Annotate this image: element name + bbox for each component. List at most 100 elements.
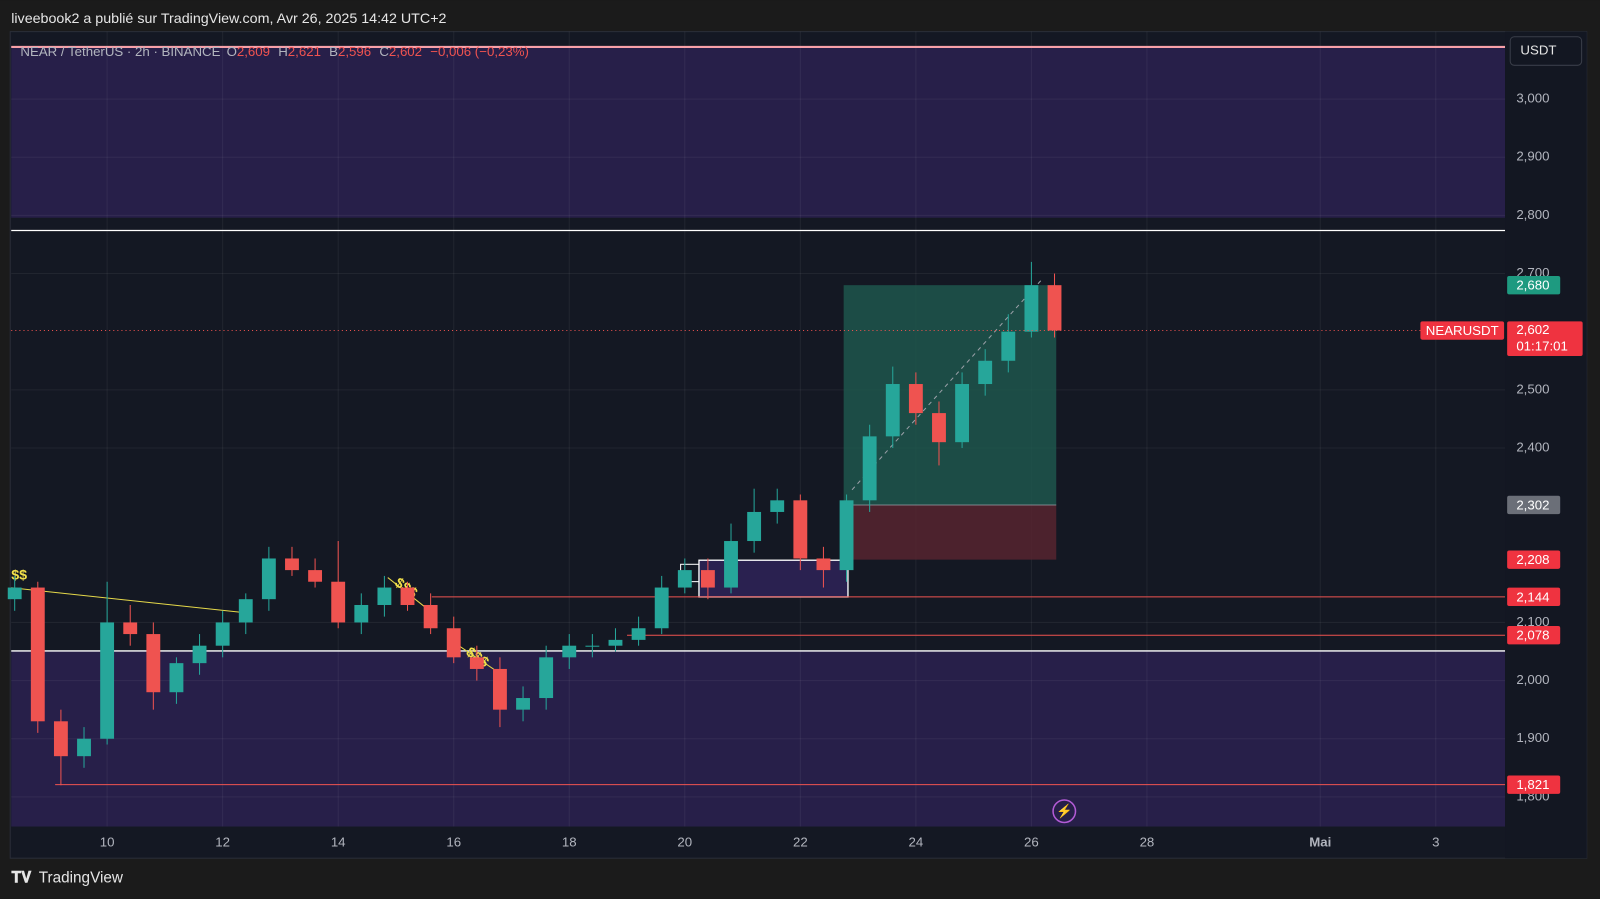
candle-body <box>469 657 484 669</box>
y-tick-label: 2,000 <box>1516 672 1549 687</box>
price-tag <box>1507 626 1561 645</box>
candle-body <box>123 622 138 635</box>
x-tick-label: 14 <box>331 834 346 849</box>
candle-body <box>700 570 715 588</box>
candle-body <box>862 436 877 501</box>
price-tag <box>1507 495 1561 515</box>
candle-body <box>932 413 946 443</box>
candle-body <box>400 587 415 605</box>
candle-body <box>631 628 646 640</box>
y-tick-label: 2,900 <box>1516 149 1549 164</box>
y-tick-label: 2,800 <box>1516 207 1549 222</box>
brand: TradingView <box>39 870 124 887</box>
candle-body <box>146 634 161 693</box>
dashed-path <box>851 280 1042 491</box>
y-tick-label: 1,900 <box>1516 730 1549 745</box>
y-tick-label: 3,000 <box>1516 91 1549 106</box>
price-tag <box>1507 587 1561 607</box>
candle-body <box>885 384 900 437</box>
ohlc-value: 2,602 <box>389 44 422 59</box>
candle-body <box>215 622 230 646</box>
annotation: $$ <box>11 567 27 583</box>
candle-body <box>446 628 461 658</box>
ohlc-key: O <box>227 44 237 59</box>
candle-body <box>677 570 692 588</box>
ohlc-key: H <box>278 44 288 59</box>
currency-box[interactable] <box>1509 36 1583 66</box>
price-tag-label: 2,208 <box>1516 552 1549 567</box>
last-price-tag <box>1507 321 1583 357</box>
x-tick-label: 26 <box>1024 834 1039 849</box>
candle-body <box>354 604 369 623</box>
candle-body <box>516 698 530 710</box>
zone <box>11 650 1506 827</box>
symbol: NEAR / TetherUS · 2h · BINANCE <box>20 44 220 59</box>
candle-body <box>493 668 507 710</box>
price-tag-label: 1,821 <box>1516 777 1549 792</box>
x-tick-label: Mai <box>1309 834 1331 849</box>
x-tick-label: 16 <box>446 834 461 849</box>
price-tag-label: 2,680 <box>1516 278 1549 293</box>
ohlc-key: C <box>379 44 389 59</box>
x-tick-label: 12 <box>215 834 230 849</box>
candle-body <box>1001 331 1016 361</box>
candle-body <box>1024 285 1039 332</box>
price-tag-label: 2,302 <box>1516 497 1549 512</box>
candle-body <box>747 511 762 542</box>
candle-body <box>100 622 115 739</box>
candle-body <box>608 639 623 646</box>
candle-body <box>53 721 68 757</box>
candle-body <box>839 500 854 571</box>
price-tag <box>1507 550 1561 569</box>
ohlc-value: 2,621 <box>288 44 321 59</box>
price-axis <box>1505 31 1587 859</box>
candle-body <box>261 558 276 600</box>
candle-body <box>192 645 207 664</box>
publisher: liveebook2 a publié sur TradingView.com,… <box>11 11 446 27</box>
stop-zone <box>843 504 1057 560</box>
candle-body <box>724 541 738 588</box>
candle-body <box>539 657 554 699</box>
candle-body <box>770 500 785 512</box>
candle-body <box>238 599 253 623</box>
y-tick-label: 2,400 <box>1516 439 1549 454</box>
price-tag <box>1507 275 1561 295</box>
x-tick-label: 28 <box>1140 834 1155 849</box>
candle-body <box>816 558 831 571</box>
candle-body <box>7 587 22 600</box>
plot-area: $$$$$$$$ <box>7 31 1506 827</box>
candle-body <box>423 604 438 629</box>
last-price-label: 2,602 <box>1516 322 1549 337</box>
candle-body <box>654 587 669 629</box>
price-tag <box>1507 775 1561 794</box>
candle-body <box>585 645 600 647</box>
target-zone <box>843 285 1057 505</box>
candle-body <box>377 587 392 605</box>
ohlc-key: B <box>329 44 338 59</box>
y-tick-label: 2,100 <box>1516 614 1549 629</box>
x-tick-label: 3 <box>1432 834 1439 849</box>
candle-body <box>169 663 184 693</box>
legend-line: NEAR / TetherUS · 2h · BINANCE O2,609 H2,6… <box>20 44 529 59</box>
candle-body <box>793 500 808 559</box>
change: −0,006 (−0,23%) <box>430 44 529 59</box>
trend-line <box>11 587 251 614</box>
y-tick-label: 2,500 <box>1516 381 1549 396</box>
candle-body <box>77 738 91 757</box>
candle-body <box>562 645 577 658</box>
alert-icon[interactable] <box>1052 799 1077 824</box>
alert-icon-glyph: ⚡ <box>1056 803 1073 820</box>
symbol-tag <box>1420 321 1505 340</box>
candle-body <box>908 384 923 414</box>
candle-body <box>308 570 323 582</box>
zone <box>11 46 1506 218</box>
countdown: 01:17:01 <box>1516 338 1568 353</box>
candle-body <box>1047 285 1062 331</box>
ohlc-value: 2,609 <box>237 44 270 59</box>
candle-body <box>285 558 299 571</box>
price-tag-label: 2,144 <box>1516 589 1549 604</box>
candle-body <box>30 587 45 722</box>
x-tick-label: 18 <box>562 834 577 849</box>
